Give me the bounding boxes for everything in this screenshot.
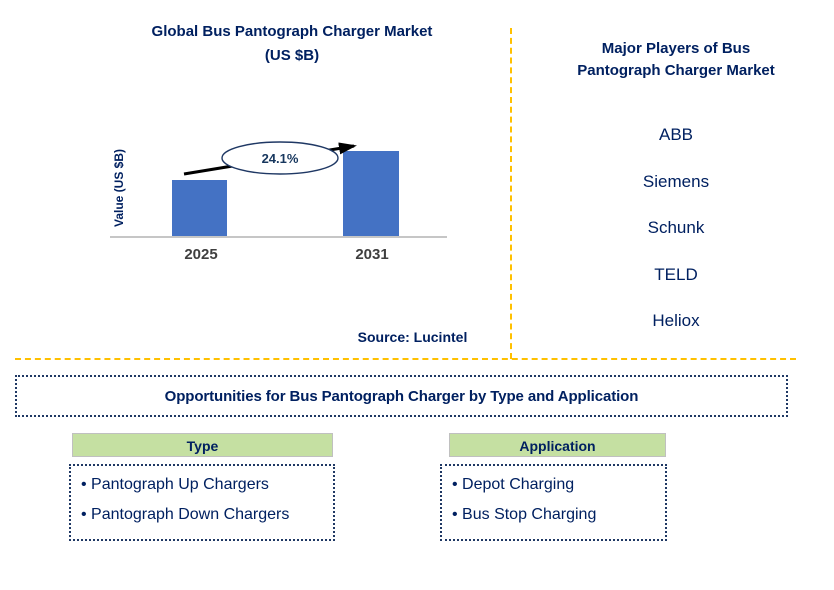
vertical-dashed-divider bbox=[510, 28, 512, 359]
player-name: Heliox bbox=[652, 311, 700, 331]
cagr-ellipse bbox=[221, 141, 339, 175]
opportunities-banner: Opportunities for Bus Pantograph Charger… bbox=[15, 375, 788, 417]
type-section-header: Type bbox=[72, 433, 333, 457]
chart-title: Global Bus Pantograph Charger Market (US… bbox=[92, 20, 492, 68]
horizontal-dashed-divider bbox=[15, 358, 796, 360]
x-tick-2031: 2031 bbox=[355, 246, 389, 263]
source-note: Source: Lucintel bbox=[357, 329, 468, 345]
bar-2031 bbox=[343, 151, 399, 236]
list-item: Pantograph Down Chargers bbox=[81, 500, 333, 530]
cagr-label: 24.1% bbox=[262, 151, 299, 166]
bar-2025 bbox=[172, 180, 227, 236]
player-name: Siemens bbox=[642, 171, 710, 191]
application-items-list: Depot Charging Bus Stop Charging bbox=[452, 470, 665, 530]
application-section-box: Depot Charging Bus Stop Charging bbox=[440, 464, 667, 541]
player-name: Schunk bbox=[647, 218, 705, 238]
x-tick-2025: 2025 bbox=[184, 246, 218, 263]
opportunities-title: Opportunities for Bus Pantograph Charger… bbox=[164, 387, 639, 405]
major-players-title: Major Players of Bus Pantograph Charger … bbox=[546, 38, 806, 82]
chart-title-line2: (US $B) bbox=[264, 47, 320, 64]
list-item: Pantograph Up Chargers bbox=[81, 470, 333, 500]
application-section-header: Application bbox=[449, 433, 666, 457]
y-axis-label: Value (US $B) bbox=[112, 148, 126, 228]
major-players-title-line2: Pantograph Charger Market bbox=[577, 62, 775, 79]
type-section-box: Pantograph Up Chargers Pantograph Down C… bbox=[69, 464, 335, 541]
list-item: Depot Charging bbox=[452, 470, 665, 500]
type-items-list: Pantograph Up Chargers Pantograph Down C… bbox=[81, 470, 333, 530]
growth-arrow-and-cagr: 24.1% bbox=[183, 141, 357, 176]
list-item: Bus Stop Charging bbox=[452, 500, 665, 530]
player-name: TELD bbox=[654, 264, 698, 284]
player-name: ABB bbox=[658, 125, 694, 145]
players-list: ABB Siemens Schunk TELD Heliox bbox=[546, 112, 806, 345]
x-axis-line bbox=[110, 236, 447, 238]
chart-title-line1: Global Bus Pantograph Charger Market bbox=[151, 23, 433, 40]
major-players-title-line1: Major Players of Bus bbox=[601, 40, 751, 57]
